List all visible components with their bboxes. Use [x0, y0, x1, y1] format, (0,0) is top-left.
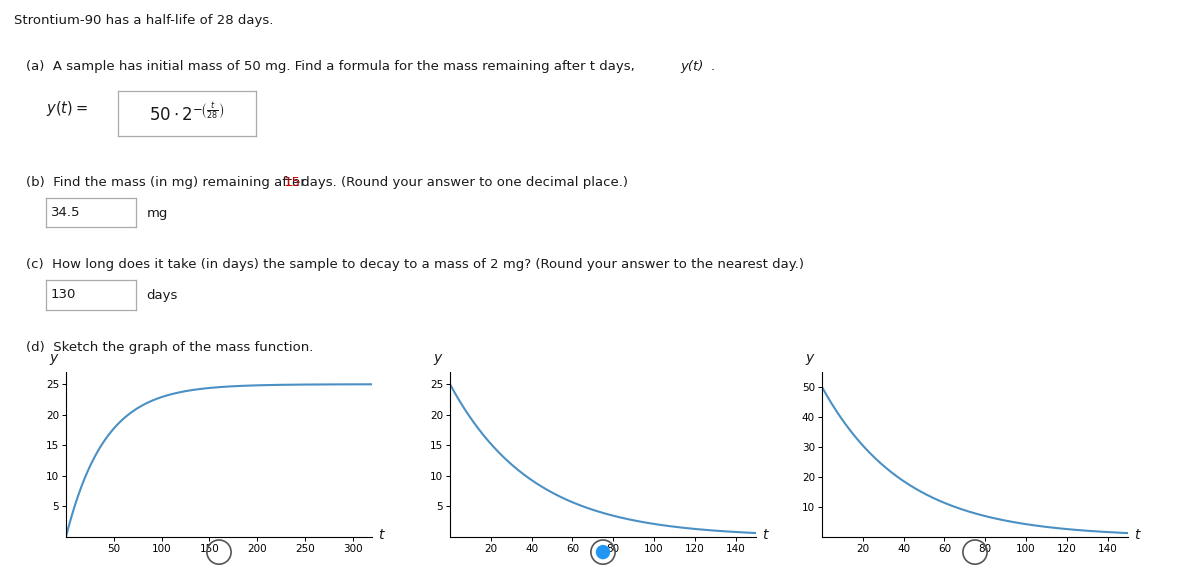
Text: y: y — [433, 352, 442, 365]
Text: t: t — [762, 528, 768, 542]
Text: t: t — [378, 528, 384, 542]
Text: Strontium-90 has a half-life of 28 days.: Strontium-90 has a half-life of 28 days. — [14, 14, 274, 27]
Text: $50 \cdot 2^{-\!\left(\frac{t}{28}\right)}$: $50 \cdot 2^{-\!\left(\frac{t}{28}\right… — [149, 102, 224, 125]
Text: 15: 15 — [283, 176, 300, 189]
Text: 130: 130 — [50, 289, 77, 301]
Text: .: . — [710, 60, 714, 73]
Text: (b)  Find the mass (in mg) remaining after: (b) Find the mass (in mg) remaining afte… — [26, 176, 311, 189]
Text: $y(t) =$: $y(t) =$ — [46, 99, 88, 118]
Text: (a)  A sample has initial mass of 50 mg. Find a formula for the mass remaining a: (a) A sample has initial mass of 50 mg. … — [26, 60, 640, 73]
Text: days. (Round your answer to one decimal place.): days. (Round your answer to one decimal … — [296, 176, 628, 189]
Text: days: days — [146, 290, 178, 302]
Text: (d)  Sketch the graph of the mass function.: (d) Sketch the graph of the mass functio… — [26, 341, 313, 354]
Text: y: y — [805, 352, 814, 365]
Text: y: y — [49, 352, 58, 365]
Text: y(t): y(t) — [680, 60, 703, 73]
Text: 34.5: 34.5 — [50, 206, 80, 219]
Circle shape — [595, 545, 611, 559]
Text: (c)  How long does it take (in days) the sample to decay to a mass of 2 mg? (Rou: (c) How long does it take (in days) the … — [26, 258, 804, 272]
Text: t: t — [1134, 528, 1140, 542]
Text: mg: mg — [146, 207, 168, 220]
